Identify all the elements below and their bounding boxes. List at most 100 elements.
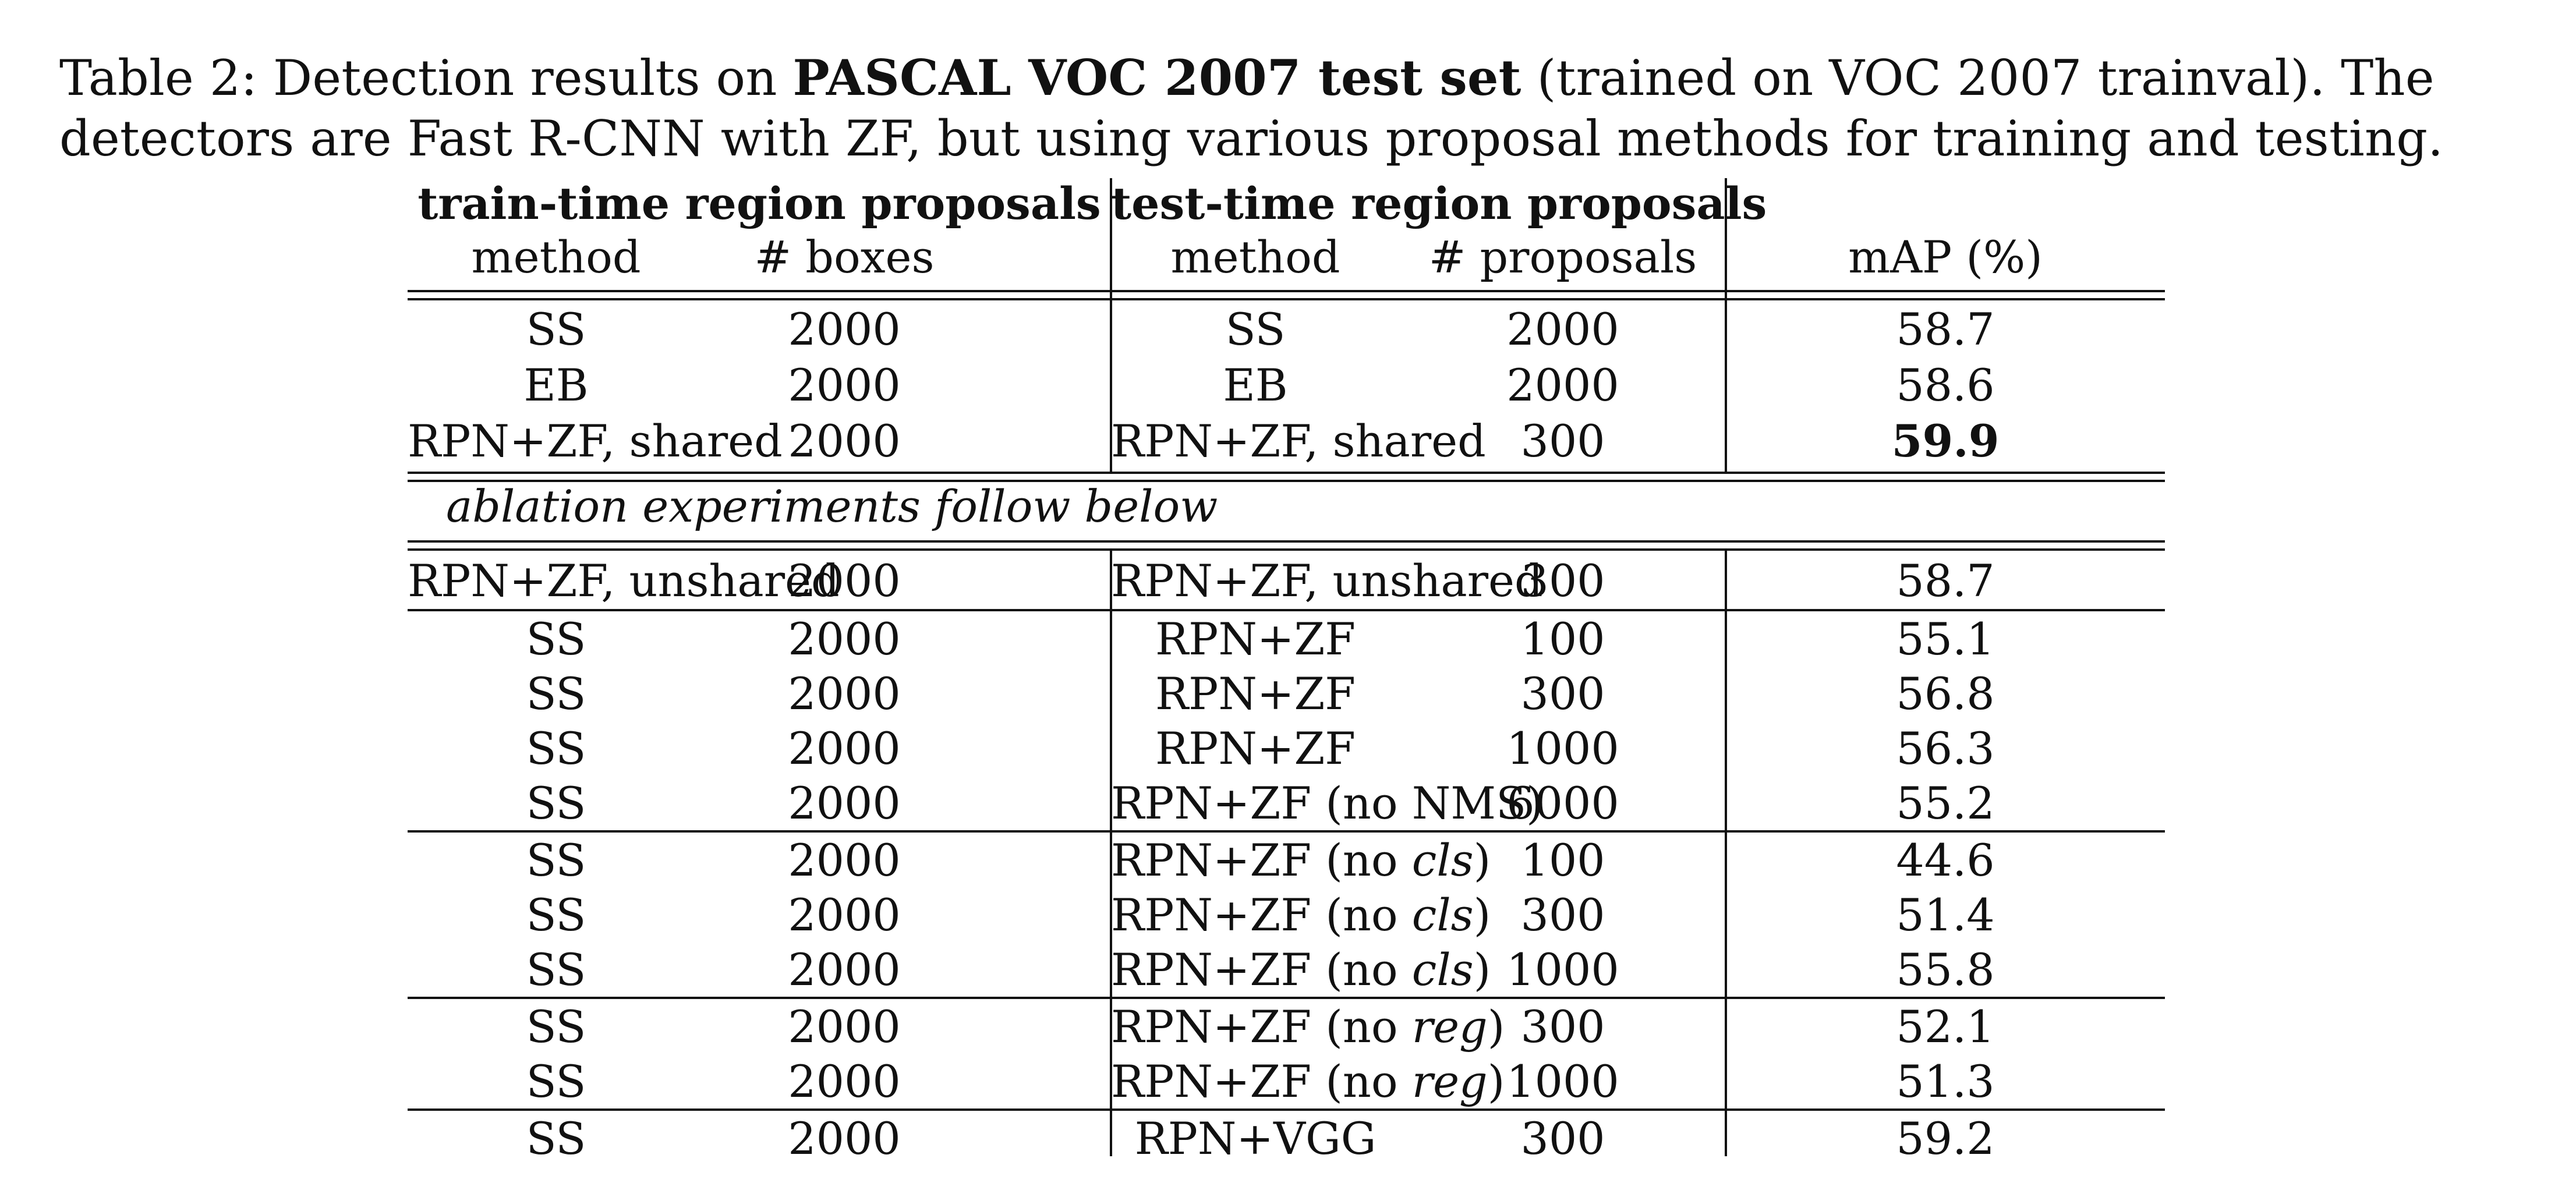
cell-test-proposals: 6000 [1506, 777, 1619, 829]
cell-test-method: RPN+VGG [1134, 1113, 1377, 1164]
cell-map: 59.2 [1896, 1113, 1995, 1164]
cell-test-proposals: 300 [1520, 668, 1605, 720]
cell-train-method: SS [526, 834, 586, 886]
cell-train-method: SS [526, 889, 586, 941]
test-method-italic: reg [1411, 1001, 1488, 1053]
cell-train-method: RPN+ZF, unshared [408, 555, 840, 607]
test-method-italic: reg [1411, 1056, 1488, 1107]
cell-test-method: RPN+ZF (no cls) [1111, 887, 1491, 943]
cell-train-boxes: 2000 [788, 722, 901, 774]
test-method-suffix: ) [1487, 1001, 1505, 1053]
cell-map: 51.3 [1896, 1056, 1995, 1107]
test-method-prefix: RPN+ZF (no [1111, 889, 1412, 941]
group-rule [408, 609, 2165, 611]
cell-test-method: RPN+ZF [1155, 613, 1356, 665]
cell-map: 55.1 [1896, 613, 1995, 665]
test-method-prefix: RPN+ZF (no [1111, 1001, 1412, 1053]
cell-test-proposals: 300 [1520, 1001, 1605, 1053]
cell-train-method: SS [526, 613, 586, 665]
cell-train-boxes: 2000 [788, 777, 901, 829]
group-header-test: test-time region proposals [1111, 178, 1767, 229]
cell-test-proposals: 300 [1520, 889, 1605, 941]
cell-test-proposals: 1000 [1506, 1056, 1619, 1107]
caption-rest: (trained on VOC 2007 trainval). The dete… [59, 49, 2444, 167]
column-header-test-method: method [1170, 231, 1340, 283]
cell-train-boxes: 2000 [788, 889, 901, 941]
vertical-rule-test [1110, 551, 1112, 1156]
test-method-italic: cls [1411, 889, 1474, 941]
cell-train-method: SS [526, 668, 586, 720]
test-method-italic: cls [1411, 944, 1474, 996]
cell-map: 58.6 [1896, 359, 1995, 411]
cell-test-proposals: 1000 [1506, 722, 1619, 774]
cell-test-method: RPN+ZF (no cls) [1111, 942, 1491, 998]
cell-train-boxes: 2000 [788, 668, 901, 720]
cell-train-boxes: 2000 [788, 834, 901, 886]
cell-train-method: SS [526, 1056, 586, 1107]
ablation-rule-top-1 [408, 472, 2165, 474]
table-caption: Table 2: Detection results on PASCAL VOC… [59, 48, 2540, 169]
cell-test-method: RPN+ZF (no NMS) [1111, 777, 1544, 829]
cell-test-method: RPN+ZF (no reg) [1111, 1054, 1505, 1110]
cell-train-boxes: 2000 [788, 1113, 901, 1164]
cell-test-proposals: 300 [1520, 415, 1605, 467]
cell-test-method: RPN+ZF [1155, 668, 1356, 720]
group-rule [408, 830, 2165, 833]
cell-test-method: SS [1225, 303, 1286, 355]
test-method-suffix: ) [1473, 889, 1491, 941]
cell-test-proposals: 100 [1520, 834, 1605, 886]
cell-test-proposals: 300 [1520, 555, 1605, 607]
cell-test-method: RPN+ZF [1155, 722, 1356, 774]
test-method-italic: cls [1411, 834, 1474, 886]
cell-train-boxes: 2000 [788, 1001, 901, 1053]
cell-train-boxes: 2000 [788, 613, 901, 665]
header-rule-top [408, 290, 2165, 292]
cell-test-method: RPN+ZF, shared [1111, 415, 1486, 467]
cell-map: 58.7 [1896, 555, 1995, 607]
cell-train-boxes: 2000 [788, 555, 901, 607]
test-method-suffix: ) [1473, 834, 1491, 886]
cell-train-boxes: 2000 [788, 415, 901, 467]
cell-train-method: SS [526, 303, 586, 355]
cell-train-boxes: 2000 [788, 303, 901, 355]
column-header-map: mAP (%) [1848, 231, 2043, 283]
cell-map: 55.2 [1896, 777, 1995, 829]
cell-test-method: RPN+ZF, unshared [1111, 555, 1543, 607]
cell-train-method: EB [523, 359, 589, 411]
cell-test-proposals: 300 [1520, 1113, 1605, 1164]
cell-map: 58.7 [1896, 303, 1995, 355]
group-header-train: train-time region proposals [417, 178, 1101, 229]
cell-map: 44.6 [1896, 834, 1995, 886]
cell-train-method: RPN+ZF, shared [408, 415, 783, 467]
cell-train-boxes: 2000 [788, 1056, 901, 1107]
cell-train-method: SS [526, 944, 586, 996]
test-method-prefix: RPN+ZF (no [1111, 834, 1412, 886]
cell-train-boxes: 2000 [788, 944, 901, 996]
cell-train-boxes: 2000 [788, 359, 901, 411]
cell-map: 51.4 [1896, 889, 1995, 941]
cell-test-method: RPN+ZF (no cls) [1111, 833, 1491, 888]
test-method-prefix: RPN+ZF (no [1111, 1056, 1412, 1107]
column-header-train-boxes: # boxes [754, 231, 935, 283]
ablation-rule-top-2 [408, 480, 2165, 482]
cell-test-proposals: 1000 [1506, 944, 1619, 996]
ablation-rule-bottom-1 [408, 540, 2165, 543]
test-method-suffix: ) [1487, 1056, 1505, 1107]
caption-bold: PASCAL VOC 2007 test set [792, 49, 1521, 107]
cell-test-proposals: 2000 [1506, 359, 1619, 411]
cell-map-best: 59.9 [1891, 415, 2000, 467]
test-method-prefix: RPN+ZF (no [1111, 944, 1412, 996]
cell-train-method: SS [526, 722, 586, 774]
ablation-rule-bottom-2 [408, 548, 2165, 551]
vertical-rule-map [1725, 178, 1727, 472]
cell-map: 56.8 [1896, 668, 1995, 720]
vertical-rule-map [1725, 551, 1727, 1156]
caption-label: Table 2: Detection results on [59, 49, 793, 107]
cell-map: 52.1 [1896, 1001, 1995, 1053]
cell-test-method: EB [1223, 359, 1288, 411]
cell-train-method: SS [526, 1001, 586, 1053]
cell-test-proposals: 2000 [1506, 303, 1619, 355]
header-rule-bottom [408, 298, 2165, 300]
group-rule [408, 997, 2165, 999]
cell-test-proposals: 100 [1520, 613, 1605, 665]
